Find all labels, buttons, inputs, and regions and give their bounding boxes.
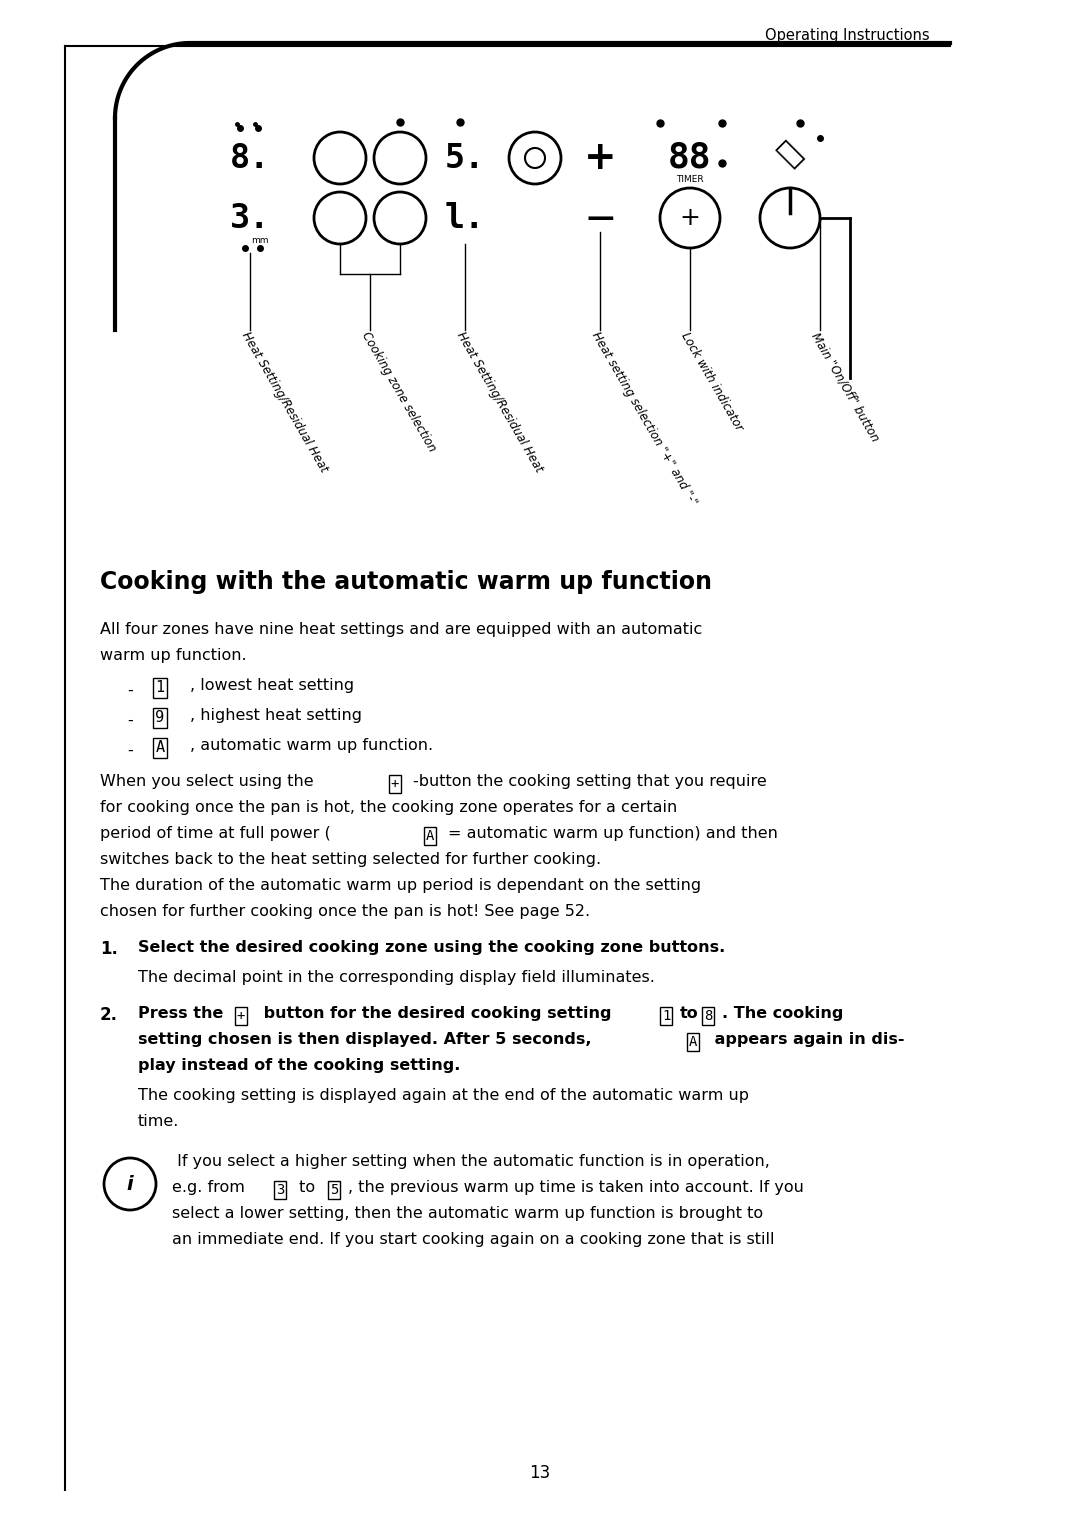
Text: A: A xyxy=(426,829,434,843)
Text: -button the cooking setting that you require: -button the cooking setting that you req… xyxy=(413,774,767,789)
Text: 3.: 3. xyxy=(230,202,270,234)
Text: The cooking setting is displayed again at the end of the automatic warm up: The cooking setting is displayed again a… xyxy=(138,1088,750,1103)
Text: TIMER: TIMER xyxy=(676,176,704,184)
Text: select a lower setting, then the automatic warm up function is brought to: select a lower setting, then the automat… xyxy=(172,1206,764,1221)
Text: Heat setting selection "+" and "-": Heat setting selection "+" and "-" xyxy=(589,329,699,509)
Text: 1.: 1. xyxy=(100,941,118,958)
Text: Select the desired cooking zone using the cooking zone buttons.: Select the desired cooking zone using th… xyxy=(138,941,726,954)
Text: setting chosen is then displayed. After 5 seconds,: setting chosen is then displayed. After … xyxy=(138,1033,597,1046)
Text: 2.: 2. xyxy=(100,1007,118,1023)
Text: ⮡: ⮡ xyxy=(773,136,807,170)
Text: Heat Setting/Residual Heat: Heat Setting/Residual Heat xyxy=(454,329,545,475)
Text: 5: 5 xyxy=(329,1183,338,1196)
Text: 9: 9 xyxy=(156,711,164,726)
Text: 1: 1 xyxy=(662,1010,671,1023)
Text: A: A xyxy=(689,1036,698,1049)
Text: 8.: 8. xyxy=(230,141,270,175)
Text: +: + xyxy=(391,777,400,791)
Text: +: + xyxy=(679,205,701,230)
Text: period of time at full power (: period of time at full power ( xyxy=(100,826,330,841)
Text: , lowest heat setting: , lowest heat setting xyxy=(190,679,354,692)
Text: Lock with indicator: Lock with indicator xyxy=(678,329,746,434)
Text: play instead of the cooking setting.: play instead of the cooking setting. xyxy=(138,1059,460,1072)
Text: . The cooking: . The cooking xyxy=(723,1007,843,1020)
Text: 13: 13 xyxy=(529,1465,551,1481)
Text: Main "On/Off" button: Main "On/Off" button xyxy=(809,329,881,444)
Text: button for the desired cooking setting: button for the desired cooking setting xyxy=(258,1007,617,1020)
Text: —: — xyxy=(586,204,613,231)
Text: +: + xyxy=(237,1010,245,1023)
Text: mm: mm xyxy=(252,236,269,245)
Text: e.g. from: e.g. from xyxy=(172,1180,249,1195)
Text: to: to xyxy=(294,1180,321,1195)
Text: = automatic warm up function) and then: = automatic warm up function) and then xyxy=(448,826,778,841)
Text: Operating Instructions: Operating Instructions xyxy=(766,28,930,43)
Text: Press the: Press the xyxy=(138,1007,229,1020)
Text: When you select using the: When you select using the xyxy=(100,774,319,789)
Text: an immediate end. If you start cooking again on a cooking zone that is still: an immediate end. If you start cooking a… xyxy=(172,1232,774,1247)
Text: for cooking once the pan is hot, the cooking zone operates for a certain: for cooking once the pan is hot, the coo… xyxy=(100,800,677,815)
Text: -: - xyxy=(127,712,133,728)
Text: time.: time. xyxy=(138,1114,179,1129)
Text: appears again in dis-: appears again in dis- xyxy=(708,1033,905,1046)
Text: switches back to the heat setting selected for further cooking.: switches back to the heat setting select… xyxy=(100,852,602,867)
Text: Cooking zone selection: Cooking zone selection xyxy=(359,329,438,455)
Text: , automatic warm up function.: , automatic warm up function. xyxy=(190,738,433,754)
Text: chosen for further cooking once the pan is hot! See page 52.: chosen for further cooking once the pan … xyxy=(100,904,590,919)
Text: -: - xyxy=(127,743,133,758)
Text: 5.: 5. xyxy=(445,141,485,175)
Text: +: + xyxy=(583,139,617,178)
Text: 8: 8 xyxy=(704,1010,712,1023)
Text: Cooking with the automatic warm up function: Cooking with the automatic warm up funct… xyxy=(100,570,712,594)
Text: warm up function.: warm up function. xyxy=(100,648,246,663)
Text: 3: 3 xyxy=(275,1183,284,1196)
Text: 88: 88 xyxy=(669,141,712,175)
Text: i: i xyxy=(126,1175,133,1193)
Text: A: A xyxy=(156,740,164,755)
Text: , the previous warm up time is taken into account. If you: , the previous warm up time is taken int… xyxy=(348,1180,804,1195)
Text: The decimal point in the corresponding display field illuminates.: The decimal point in the corresponding d… xyxy=(138,970,654,985)
Text: 1: 1 xyxy=(156,680,164,696)
Text: to: to xyxy=(680,1007,699,1020)
Text: If you select a higher setting when the automatic function is in operation,: If you select a higher setting when the … xyxy=(172,1154,770,1169)
Text: l.: l. xyxy=(445,202,485,234)
Text: , highest heat setting: , highest heat setting xyxy=(190,708,362,723)
Text: The duration of the automatic warm up period is dependant on the setting: The duration of the automatic warm up pe… xyxy=(100,878,701,893)
Text: -: - xyxy=(127,683,133,699)
Text: Heat Setting/Residual Heat: Heat Setting/Residual Heat xyxy=(239,329,330,475)
Text: All four zones have nine heat settings and are equipped with an automatic: All four zones have nine heat settings a… xyxy=(100,622,702,637)
